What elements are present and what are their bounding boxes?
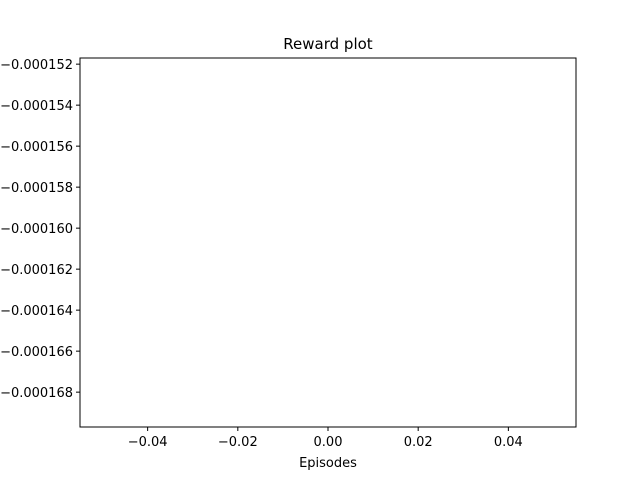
x-tick-label: 0.04 [494, 435, 523, 450]
y-tick-label: −0.000160 [0, 222, 73, 237]
x-tick-label: −0.04 [128, 435, 168, 450]
x-axis-label: Episodes [299, 456, 357, 471]
y-tick-label: −0.000152 [0, 58, 73, 73]
y-tick-label: −0.000164 [0, 304, 73, 319]
y-tick-label: −0.000156 [0, 140, 73, 155]
x-tick-label: 0.02 [404, 435, 433, 450]
y-axis: −0.000152 −0.000154 −0.000156 −0.000158 −0.0… [0, 58, 80, 401]
y-tick-label: −0.000166 [0, 345, 73, 360]
y-tick-label: −0.000162 [0, 263, 73, 278]
chart-title: Reward plot [283, 35, 372, 53]
y-tick-label: −0.000154 [0, 99, 73, 114]
x-tick-label: 0.00 [314, 435, 343, 450]
x-axis: −0.04 −0.02 0.00 0.02 0.04 [128, 427, 523, 450]
y-tick-label: −0.000168 [0, 386, 73, 401]
y-tick-label: −0.000158 [0, 181, 73, 196]
x-tick-label: −0.02 [218, 435, 258, 450]
